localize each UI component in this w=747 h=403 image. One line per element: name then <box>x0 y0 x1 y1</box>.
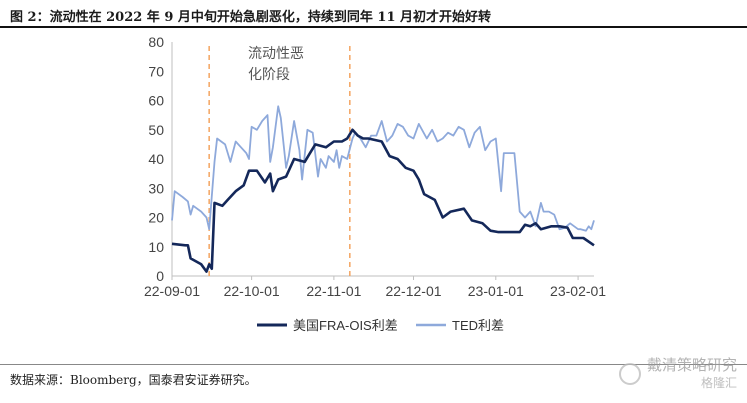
watermark: 戴清策略研究 格隆汇 <box>618 352 737 396</box>
series-line-ted <box>171 105 595 232</box>
legend-label: TED利差 <box>452 318 504 333</box>
watermark-sub: 格隆汇 <box>700 376 737 390</box>
series-line-fra-ois <box>171 128 595 273</box>
figure-title: 图 2：流动性在 2022 年 9 月中旬开始急剧恶化，持续到同年 11 月初才… <box>10 10 492 25</box>
y-tick-label: 50 <box>148 122 164 138</box>
footer-rule <box>0 364 747 365</box>
x-tick-label: 22-11-01 <box>306 283 361 299</box>
x-tick-label: 23-01-01 <box>468 283 524 299</box>
y-tick-label: 80 <box>148 34 164 50</box>
y-tick-label: 0 <box>156 268 164 284</box>
watermark-main: 戴清策略研究 <box>646 356 737 374</box>
phase-annotation-line-1: 流动性恶 <box>248 45 304 61</box>
x-tick-label: 22-12-01 <box>385 283 441 299</box>
x-tick-label: 23-02-01 <box>550 283 606 299</box>
y-axis: 0 10 20 30 40 50 60 70 80 <box>148 34 173 284</box>
y-tick-label: 30 <box>148 180 164 196</box>
y-tick-label: 70 <box>148 63 164 79</box>
y-tick-label: 10 <box>148 239 164 255</box>
x-tick-label: 22-10-01 <box>224 283 280 299</box>
y-tick-label: 40 <box>148 151 164 167</box>
y-tick-label: 60 <box>148 93 164 109</box>
x-tick-label: 22-09-01 <box>144 283 200 299</box>
legend: 美国FRA-OIS利差 TED利差 <box>257 318 504 333</box>
phase-annotation-line-2: 化阶段 <box>248 66 290 82</box>
line-chart: 0 10 20 30 40 50 60 70 80 22-09-01 22-10-01 22-11-… <box>144 34 606 333</box>
source-note: 数据来源：Bloomberg，国泰君安证券研究。 <box>10 373 257 387</box>
y-tick-label: 20 <box>148 210 164 226</box>
x-axis: 22-09-01 22-10-01 22-11-01 22-12-01 23-01-01… <box>144 275 606 299</box>
series-layer <box>171 105 595 273</box>
phase-markers <box>208 46 351 276</box>
legend-label: 美国FRA-OIS利差 <box>293 318 398 333</box>
wechat-logo-icon <box>618 363 641 385</box>
title-rule <box>0 26 747 28</box>
